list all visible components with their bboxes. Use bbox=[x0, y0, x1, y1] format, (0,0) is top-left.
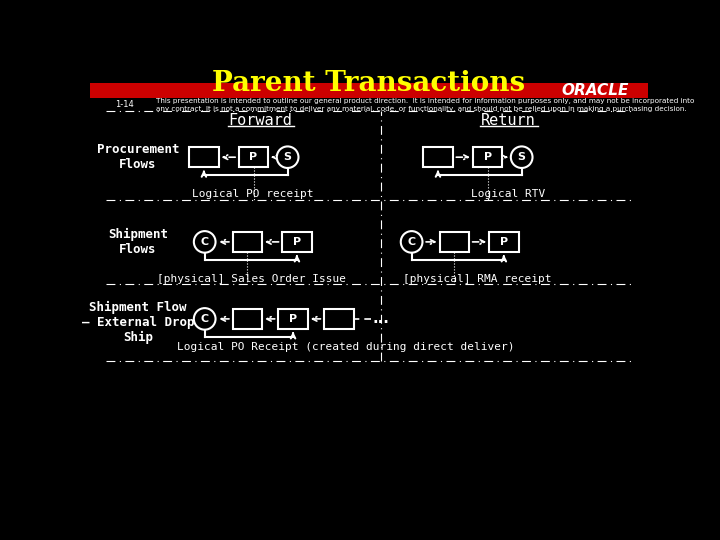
Bar bbox=[489, 232, 518, 252]
Text: Logical PO receipt: Logical PO receipt bbox=[192, 189, 313, 199]
Text: Logical RTV: Logical RTV bbox=[472, 189, 546, 199]
Text: This presentation is intended to outline our general product direction.  It is i: This presentation is intended to outline… bbox=[156, 98, 694, 112]
Bar bbox=[324, 309, 354, 329]
Text: C: C bbox=[408, 237, 415, 247]
Text: S: S bbox=[284, 152, 292, 162]
Text: P: P bbox=[500, 237, 508, 247]
Text: P: P bbox=[293, 237, 301, 247]
Text: S: S bbox=[518, 152, 526, 162]
Text: Return: Return bbox=[481, 113, 536, 128]
Bar bbox=[282, 232, 312, 252]
Bar bbox=[439, 232, 469, 252]
Bar bbox=[423, 147, 453, 167]
Text: Shipment
Flows: Shipment Flows bbox=[108, 228, 168, 256]
Text: P: P bbox=[249, 152, 258, 162]
Bar bbox=[233, 309, 262, 329]
Text: Shipment Flow
– External Drop
Ship: Shipment Flow – External Drop Ship bbox=[82, 301, 194, 345]
Text: ...: ... bbox=[372, 312, 389, 326]
Text: Logical PO Receipt (created during direct deliver): Logical PO Receipt (created during direc… bbox=[177, 342, 515, 353]
Text: C: C bbox=[201, 314, 209, 324]
Text: P: P bbox=[484, 152, 492, 162]
Text: P: P bbox=[289, 314, 297, 324]
Text: 1-14: 1-14 bbox=[114, 100, 133, 109]
Text: C: C bbox=[201, 237, 209, 247]
Bar bbox=[239, 147, 269, 167]
Text: ORACLE: ORACLE bbox=[562, 83, 629, 98]
Bar bbox=[233, 232, 262, 252]
Bar bbox=[279, 309, 307, 329]
Text: [physical] Sales Order Issue: [physical] Sales Order Issue bbox=[157, 274, 346, 284]
Bar bbox=[189, 147, 219, 167]
Bar bbox=[473, 147, 503, 167]
Bar bbox=[90, 83, 648, 98]
Text: [physical] RMA receipt: [physical] RMA receipt bbox=[403, 274, 552, 284]
Text: Parent Transactions: Parent Transactions bbox=[212, 70, 526, 97]
Text: Procurement
Flows: Procurement Flows bbox=[96, 143, 179, 171]
Text: Forward: Forward bbox=[228, 113, 292, 128]
